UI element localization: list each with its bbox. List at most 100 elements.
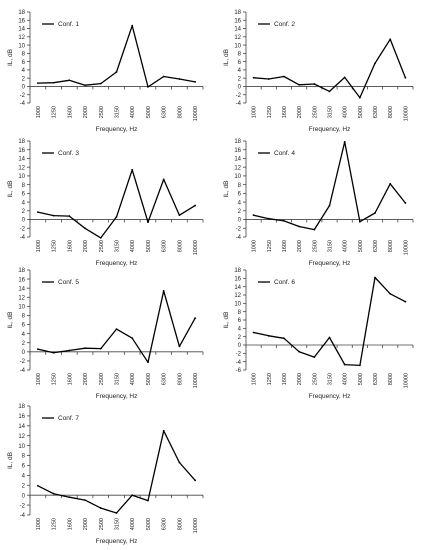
x-tick-label: 4000 <box>343 240 349 252</box>
legend-label: Conf. 5 <box>58 279 79 286</box>
x-tick-label: 10000 <box>193 518 199 533</box>
legend-label: Conf. 6 <box>274 279 295 286</box>
y-tick-label: -4 <box>20 368 26 374</box>
x-tick-label: 3150 <box>328 106 334 118</box>
x-tick-label: 5000 <box>146 106 152 118</box>
data-point <box>36 211 39 214</box>
y-tick-label: 14 <box>18 424 25 430</box>
y-tick-label: 12 <box>18 295 25 301</box>
x-tick-label: 3150 <box>115 518 121 530</box>
y-tick-label: 8 <box>22 52 26 58</box>
x-tick-label: 2500 <box>312 373 318 385</box>
y-tick-label: 18 <box>234 139 241 145</box>
y-tick-label: 2 <box>238 209 242 215</box>
y-tick-label: 12 <box>18 165 25 171</box>
y-tick-label: 18 <box>234 268 241 274</box>
data-point <box>267 217 270 220</box>
data-point <box>313 83 316 85</box>
y-tick-label: -4 <box>236 101 242 107</box>
x-tick-label: 1600 <box>67 106 73 118</box>
y-tick-label: -2 <box>20 359 26 365</box>
data-point <box>162 75 165 78</box>
data-point <box>68 79 71 82</box>
data-point <box>283 337 285 340</box>
data-point <box>36 348 39 350</box>
data-point <box>162 290 165 292</box>
y-tick-label: 18 <box>18 10 25 16</box>
y-tick-label: 14 <box>234 285 241 291</box>
chart-panel-6: -6 -4 -2 0 2 4 6 8 10 12 14 16 18 1000 1250 1600 2000 250… <box>223 268 414 400</box>
data-point <box>84 84 86 87</box>
data-point <box>36 82 39 85</box>
x-tick-label: 8000 <box>388 106 394 118</box>
x-tick-label: 4000 <box>130 518 136 530</box>
y-tick-label: 10 <box>18 43 25 49</box>
y-tick-label: 16 <box>234 277 241 283</box>
x-tick-label: 1250 <box>52 240 58 252</box>
x-tick-label: 1600 <box>282 373 288 385</box>
x-tick-label: 5000 <box>146 373 152 385</box>
y-tick-label: -4 <box>236 235 242 241</box>
legend-label: Conf. 4 <box>274 150 295 157</box>
y-tick-label: 0 <box>238 85 242 91</box>
x-axis-title: Frequency, Hz <box>96 393 138 400</box>
x-tick-label: 8000 <box>177 240 183 252</box>
x-tick-label: 2000 <box>83 373 89 385</box>
y-tick-label: 14 <box>18 286 25 292</box>
data-point <box>358 220 361 223</box>
x-tick-label: 3150 <box>115 373 121 385</box>
x-tick-label: 2000 <box>297 106 303 118</box>
x-tick-label: 4000 <box>343 373 349 385</box>
y-tick-label: 18 <box>18 139 25 145</box>
x-tick-label: 4000 <box>130 373 136 385</box>
y-tick-label: 6 <box>22 192 26 198</box>
x-tick-label: 8000 <box>177 106 183 118</box>
x-tick-label: 1600 <box>67 518 73 530</box>
x-tick-label: 10000 <box>193 240 199 255</box>
y-axis-title: IL, dB <box>223 312 230 329</box>
data-point <box>147 499 149 502</box>
y-tick-label: 4 <box>238 327 242 333</box>
data-point <box>68 215 71 217</box>
data-point <box>147 85 149 88</box>
y-tick-label: 2 <box>238 335 242 341</box>
x-tick-label: 6300 <box>373 373 379 385</box>
x-tick-label: 10000 <box>403 373 409 388</box>
x-axis-title: Frequency, Hz <box>96 260 138 267</box>
x-tick-label: 1250 <box>267 373 273 385</box>
data-point <box>404 202 407 204</box>
y-tick-label: 12 <box>234 165 241 171</box>
data-point <box>131 494 134 497</box>
y-tick-label: -2 <box>236 352 242 358</box>
y-tick-label: 6 <box>22 464 26 470</box>
data-point <box>178 345 181 348</box>
x-tick-label: 2000 <box>83 240 89 252</box>
chart-panel-2: -4 -2 0 2 4 6 8 10 12 14 16 18 1000 1250 1600 2000 2500 3… <box>223 10 414 133</box>
y-tick-label: 2 <box>22 209 26 215</box>
x-tick-label: 1600 <box>282 240 288 252</box>
x-tick-label: 1000 <box>36 240 42 252</box>
data-point <box>68 496 71 499</box>
x-tick-label: 2500 <box>99 240 105 252</box>
y-tick-label: 10 <box>18 444 25 450</box>
x-tick-label: 1000 <box>36 373 42 385</box>
x-tick-label: 5000 <box>358 240 364 252</box>
y-tick-label: 2 <box>22 76 26 82</box>
data-point <box>178 214 181 217</box>
y-tick-label: 8 <box>238 310 242 316</box>
data-point <box>178 461 181 464</box>
y-tick-label: 0 <box>22 85 26 91</box>
y-tick-label: -4 <box>20 513 26 519</box>
y-tick-label: 6 <box>238 192 242 198</box>
data-point <box>404 300 407 303</box>
y-tick-label: 10 <box>234 302 241 308</box>
y-tick-label: 16 <box>18 148 25 154</box>
x-tick-label: 1250 <box>52 373 58 385</box>
y-tick-label: -4 <box>236 360 242 366</box>
y-tick-label: 0 <box>238 343 242 349</box>
y-tick-label: 18 <box>18 404 25 410</box>
x-tick-label: 1000 <box>252 240 258 252</box>
data-point <box>84 347 86 350</box>
y-tick-label: 12 <box>234 35 241 41</box>
y-tick-label: 4 <box>238 200 242 206</box>
